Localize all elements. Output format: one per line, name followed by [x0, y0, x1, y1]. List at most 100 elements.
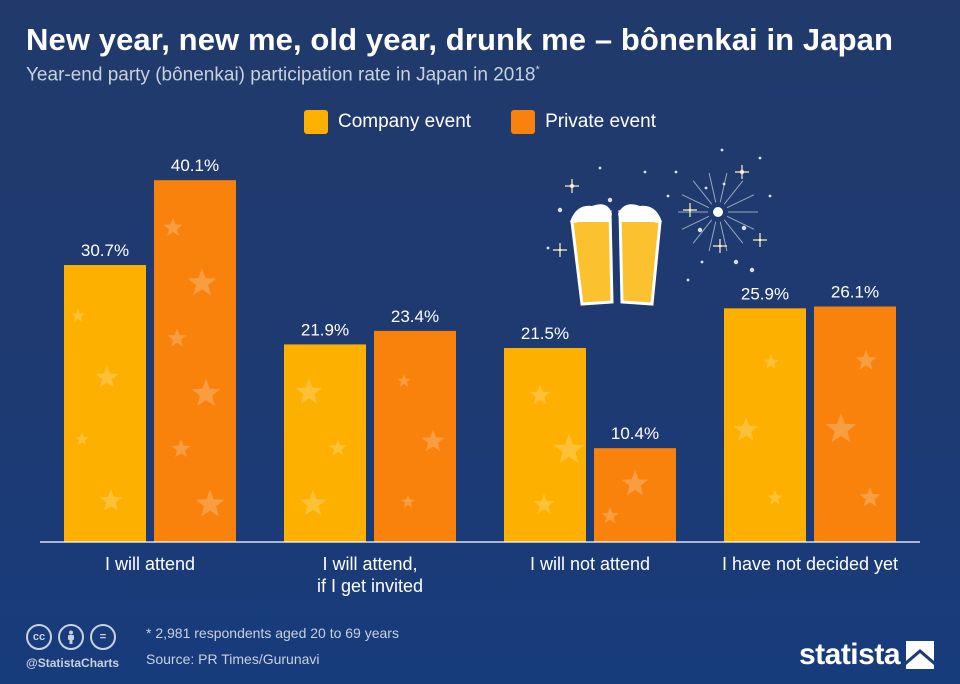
- legend: Company event Private event: [0, 110, 960, 134]
- legend-swatch-private: [511, 110, 536, 134]
- creative-commons-icon: cc: [26, 624, 52, 650]
- bar-3-1: [814, 306, 896, 542]
- bar-star-decoration: [601, 507, 619, 524]
- data-label-1-0: 21.9%: [301, 320, 349, 339]
- data-label-2-0: 21.5%: [521, 324, 569, 343]
- brand-mark-icon: [906, 641, 934, 669]
- firework-ray: [719, 221, 728, 252]
- bar-star-decoration: [191, 378, 221, 406]
- firework-spark: [666, 194, 670, 198]
- bar-star-decoration: [187, 268, 217, 296]
- bar-star-decoration: [533, 493, 555, 514]
- firework-ray: [692, 180, 713, 205]
- x-tick-label-2: I will not attend: [530, 554, 650, 574]
- bar-star-decoration: [171, 439, 191, 458]
- firework-spark: [758, 156, 762, 160]
- bar-star-decoration: [401, 494, 415, 508]
- chart-subtitle: Year-end party (bônenkai) participation …: [26, 64, 540, 86]
- legend-label-private: Private event: [545, 111, 656, 132]
- brand-wordmark: statista: [798, 638, 901, 671]
- attribution-icon: [58, 624, 84, 650]
- bar-1-0: [284, 344, 366, 542]
- data-label-3-1: 26.1%: [831, 283, 879, 302]
- twitter-handle: @StatistaCharts: [26, 656, 120, 670]
- no-derivatives-icon: =: [90, 624, 116, 650]
- firework-ray: [681, 194, 710, 209]
- firework-ray: [708, 221, 717, 252]
- bar-star-decoration: [767, 490, 783, 505]
- firework-spark: [683, 203, 697, 217]
- x-tick-label-0: I will attend: [105, 554, 195, 574]
- bar-star-decoration: [553, 434, 585, 463]
- firework-spark: [733, 259, 739, 265]
- firework-spark: [565, 179, 579, 193]
- firework-spark: [749, 267, 755, 273]
- bar-star-decoration: [621, 470, 649, 496]
- bar-3-0: [724, 308, 806, 542]
- firework-spark: [753, 233, 767, 247]
- firework-ray: [719, 172, 728, 203]
- beer-foam-right: [618, 204, 662, 222]
- bar-star-decoration: [167, 328, 187, 347]
- firework-spark: [768, 194, 772, 198]
- x-tick-label-3: I have not decided yet: [722, 554, 898, 574]
- firework-ray: [726, 194, 755, 209]
- subtitle-footnote-mark: *: [535, 64, 540, 76]
- beer-glass-right: [618, 210, 662, 306]
- bar-2-0: [504, 348, 586, 542]
- bar-star-decoration: [825, 413, 857, 443]
- bar-0-0: [64, 265, 146, 542]
- beer-toast-fireworks-icon: [546, 148, 772, 306]
- legend-item-company: Company event: [304, 110, 471, 134]
- firework-spark: [607, 197, 613, 203]
- bar-star-decoration: [855, 349, 877, 370]
- data-label-3-0: 25.9%: [741, 284, 789, 303]
- firework-spark: [553, 243, 567, 257]
- firework-ray: [723, 180, 744, 205]
- firework-spark: [697, 227, 703, 233]
- beer-glass-left: [570, 210, 614, 306]
- source: Source: PR Times/Gurunavi: [146, 651, 320, 667]
- bar-star-decoration: [859, 486, 881, 507]
- firework-spark: [643, 170, 647, 174]
- firework-spark: [735, 165, 749, 179]
- bar-star-decoration: [95, 365, 119, 388]
- bar-star-decoration: [763, 354, 779, 369]
- firework-ray: [692, 219, 713, 244]
- chart-title: New year, new me, old year, drunk me – b…: [26, 22, 894, 57]
- bar-star-decoration: [733, 417, 759, 441]
- firework-ray: [681, 215, 710, 230]
- beer-foam-left: [570, 204, 612, 222]
- data-label-2-1: 10.4%: [611, 424, 659, 443]
- legend-label-company: Company event: [338, 111, 472, 132]
- firework-spark: [713, 239, 727, 253]
- bar-star-decoration: [295, 378, 323, 404]
- bar-1-1: [374, 330, 456, 542]
- license-icons: cc =: [26, 624, 116, 650]
- bar-star-decoration: [99, 489, 123, 511]
- firework-spark: [704, 186, 708, 190]
- legend-swatch-company: [304, 110, 328, 134]
- bar-star-decoration: [421, 429, 445, 452]
- firework-spark: [720, 148, 724, 152]
- bar-star-decoration: [75, 432, 89, 445]
- firework-spark: [598, 166, 602, 170]
- bar-star-decoration: [329, 439, 347, 456]
- firework-spark: [741, 225, 747, 231]
- bar-0-1: [154, 180, 236, 542]
- firework-center: [713, 207, 723, 217]
- data-label-0-0: 30.7%: [81, 241, 129, 260]
- firework-ray: [723, 219, 744, 244]
- firework-spark: [700, 260, 704, 264]
- firework-spark: [674, 170, 678, 174]
- statista-logo: statista: [799, 638, 934, 672]
- bar-2-1: [594, 448, 676, 542]
- firework-spark: [557, 207, 563, 213]
- data-label-1-1: 23.4%: [391, 307, 439, 326]
- x-tick-label-1: I will attend,: [322, 554, 417, 574]
- footnote: * 2,981 respondents aged 20 to 69 years: [146, 625, 399, 641]
- bar-star-decoration: [71, 308, 85, 322]
- firework-spark: [546, 246, 550, 250]
- firework-ray: [726, 215, 755, 230]
- bar-chart: 30.7% 40.1% I will attend 21.9% 23.4% I will …: [64, 148, 898, 574]
